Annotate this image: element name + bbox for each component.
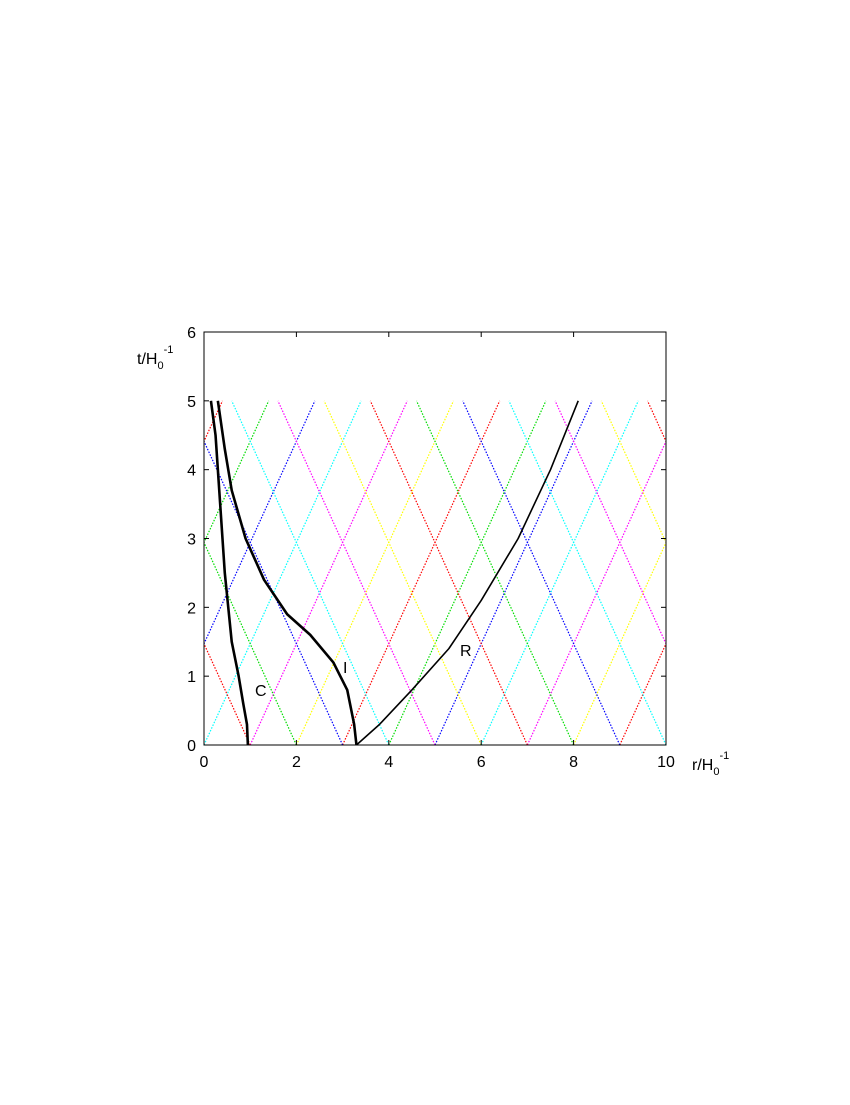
light-ray [342,400,501,745]
rays [204,400,666,745]
xlabel-label-sub: 0 [713,766,719,778]
x-tick-label: 6 [477,754,486,771]
x-tick-label: 10 [657,754,675,771]
light-ray [434,400,593,745]
light-ray [388,400,547,745]
light-ray [573,541,666,745]
ylabel-label-text: t/H [137,351,157,368]
light-ray [554,400,666,646]
curves [209,400,579,745]
light-ray [204,400,224,443]
x-tick-label: 2 [292,754,301,771]
light-ray [480,400,639,745]
xlabel-label-text: r/H [692,757,713,774]
light-ray [249,400,408,745]
worldline [209,400,250,745]
xlabel-label-sup: -1 [719,750,729,762]
y-tick-label: 1 [187,669,196,686]
ylabel-label: t/H0-1 [137,344,173,372]
light-ray [508,400,666,745]
curve-label: C [255,683,267,700]
y-tick-label: 4 [187,463,196,480]
light-ray [295,400,455,745]
xlabel-label: r/H0-1 [692,750,729,778]
x-tick-label: 8 [569,754,578,771]
x-tick-label: 0 [200,754,209,771]
light-ray [231,400,390,745]
light-ray [646,400,666,443]
y-tick-label: 3 [187,532,196,549]
y-tick-label: 0 [187,738,196,755]
light-ray [462,400,621,745]
light-ray [415,400,575,745]
light-ray [369,400,528,745]
light-ray [204,439,344,745]
ylabel-label-sub: 0 [157,360,163,372]
light-ray [204,400,270,544]
axes-box [203,331,667,746]
light-ray [204,400,362,745]
worldline [216,400,358,745]
worldline [355,400,579,745]
light-ray [204,400,316,646]
light-ray [600,400,666,544]
light-ray [204,541,297,745]
light-ray [204,642,251,745]
ylabel-label-sup: -1 [164,344,174,356]
light-ray [526,439,666,745]
light-ray [277,400,436,745]
curve-label: I [343,660,347,677]
x-tick-label: 4 [384,754,393,771]
curve-label: R [460,643,472,660]
light-ray [619,642,666,745]
y-tick-label: 2 [187,600,196,617]
y-tick-label: 6 [187,325,196,342]
light-ray [323,400,482,745]
y-tick-label: 5 [187,394,196,411]
